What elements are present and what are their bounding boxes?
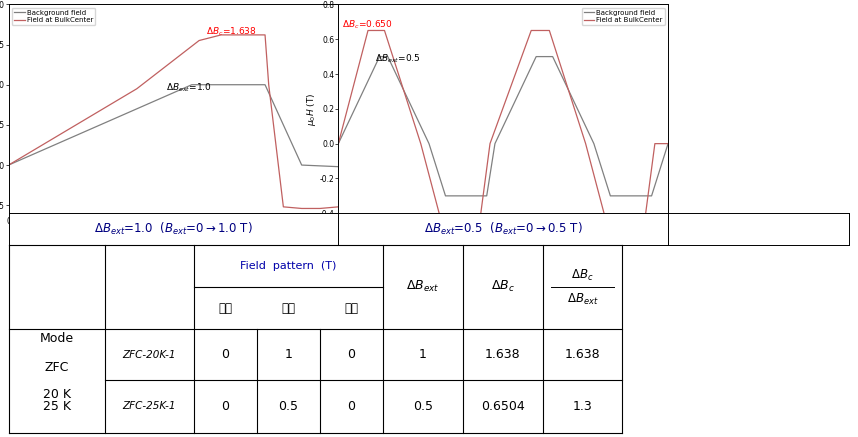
Field at BulkCenter	[131, 86, 142, 91]
Field at BulkCenter	[640, 216, 650, 221]
Field at BulkCenter	[333, 204, 343, 209]
Background field	[490, 141, 500, 146]
Text: $\Delta B_{ext}$=1.0  ($B_{ext}$=0$\rightarrow$1.0 T): $\Delta B_{ext}$=1.0 ($B_{ext}$=0$\right…	[94, 221, 253, 237]
Background field	[424, 141, 434, 146]
Text: 0: 0	[221, 400, 229, 413]
Text: 0.6504: 0.6504	[480, 400, 524, 413]
Field at BulkCenter	[601, 216, 611, 221]
Field at BulkCenter	[242, 32, 252, 38]
Text: 0: 0	[347, 400, 355, 413]
Text: 유지: 유지	[281, 302, 295, 315]
Background field	[440, 193, 450, 198]
Background field	[547, 54, 558, 59]
Field at BulkCenter	[581, 141, 591, 146]
Field at BulkCenter	[315, 206, 325, 211]
Field at BulkCenter	[485, 141, 495, 146]
Text: ZFC: ZFC	[45, 361, 69, 374]
Background field	[187, 82, 197, 87]
Background field	[3, 163, 14, 168]
Background field	[481, 193, 492, 198]
Background field	[605, 193, 615, 198]
Background field	[589, 141, 599, 146]
Field at BulkCenter	[3, 163, 14, 168]
Legend: Background field, Field at BulkCenter: Background field, Field at BulkCenter	[12, 8, 95, 25]
Text: 0: 0	[221, 348, 229, 361]
Text: $\Delta B_{ext}$=1.0: $\Delta B_{ext}$=1.0	[166, 81, 212, 94]
Text: 1: 1	[419, 348, 426, 361]
Field at BulkCenter	[363, 28, 373, 33]
Background field	[297, 163, 307, 168]
Legend: Background field, Field at BulkCenter: Background field, Field at BulkCenter	[582, 8, 665, 25]
Line: Field at BulkCenter: Field at BulkCenter	[9, 35, 338, 208]
Field at BulkCenter	[260, 32, 270, 38]
Field at BulkCenter	[544, 28, 554, 33]
Background field	[374, 54, 384, 59]
Text: 0.5: 0.5	[278, 400, 299, 413]
Field at BulkCenter	[333, 141, 343, 146]
Text: $\Delta B_{ext}$=0.5: $\Delta B_{ext}$=0.5	[375, 53, 420, 65]
Text: 정지: 정지	[344, 302, 359, 315]
Background field	[383, 54, 393, 59]
Text: $\Delta B_c$=0.650: $\Delta B_c$=0.650	[341, 18, 392, 31]
Text: ZFC-20K-1: ZFC-20K-1	[123, 350, 176, 360]
Field at BulkCenter	[435, 216, 445, 221]
Background field	[531, 54, 541, 59]
Text: 1.3: 1.3	[572, 400, 592, 413]
Text: Field  pattern  (T): Field pattern (T)	[240, 261, 336, 271]
Text: $\Delta B_c$=1.638: $\Delta B_c$=1.638	[207, 26, 257, 38]
Background field	[663, 141, 674, 146]
Text: $\Delta B_c$: $\Delta B_c$	[491, 279, 515, 295]
Text: Mode: Mode	[39, 332, 74, 345]
Text: 1: 1	[284, 348, 292, 361]
X-axis label: time (sec): time (sec)	[150, 228, 196, 237]
Text: $\Delta B_{ext}$: $\Delta B_{ext}$	[406, 279, 439, 295]
Text: 25 K: 25 K	[43, 400, 71, 413]
Text: ZFC-25K-1: ZFC-25K-1	[123, 401, 176, 411]
Text: $\Delta B_{ext}$: $\Delta B_{ext}$	[566, 291, 598, 307]
Background field	[260, 82, 270, 87]
Field at BulkCenter	[475, 216, 486, 221]
Text: 1.638: 1.638	[565, 348, 601, 361]
X-axis label: time (sec): time (sec)	[480, 225, 526, 234]
Background field	[333, 141, 343, 146]
Field at BulkCenter	[216, 32, 227, 38]
Text: 0: 0	[347, 348, 355, 361]
Text: $\Delta B_{ext}$=0.5  ($B_{ext}$=0$\rightarrow$0.5 T): $\Delta B_{ext}$=0.5 ($B_{ext}$=0$\right…	[424, 221, 583, 237]
Field at BulkCenter	[415, 141, 426, 146]
Field at BulkCenter	[194, 38, 204, 43]
Field at BulkCenter	[663, 141, 674, 146]
Field at BulkCenter	[526, 28, 536, 33]
Field at BulkCenter	[297, 206, 307, 211]
Y-axis label: $\mu_0H$ (T): $\mu_0H$ (T)	[305, 92, 318, 125]
Text: 1.638: 1.638	[485, 348, 521, 361]
Field at BulkCenter	[278, 204, 288, 209]
Background field	[333, 164, 343, 169]
Text: 0.5: 0.5	[413, 400, 432, 413]
Line: Background field: Background field	[9, 85, 338, 166]
Background field	[646, 193, 656, 198]
Field at BulkCenter	[379, 28, 390, 33]
Background field	[168, 90, 178, 95]
Line: Field at BulkCenter: Field at BulkCenter	[338, 31, 668, 218]
Text: $\Delta B_c$: $\Delta B_c$	[571, 268, 594, 283]
Field at BulkCenter	[263, 82, 274, 87]
Text: 시작: 시작	[218, 302, 233, 315]
Line: Background field: Background field	[338, 57, 668, 196]
Field at BulkCenter	[650, 141, 660, 146]
Text: 20 K: 20 K	[43, 388, 71, 401]
